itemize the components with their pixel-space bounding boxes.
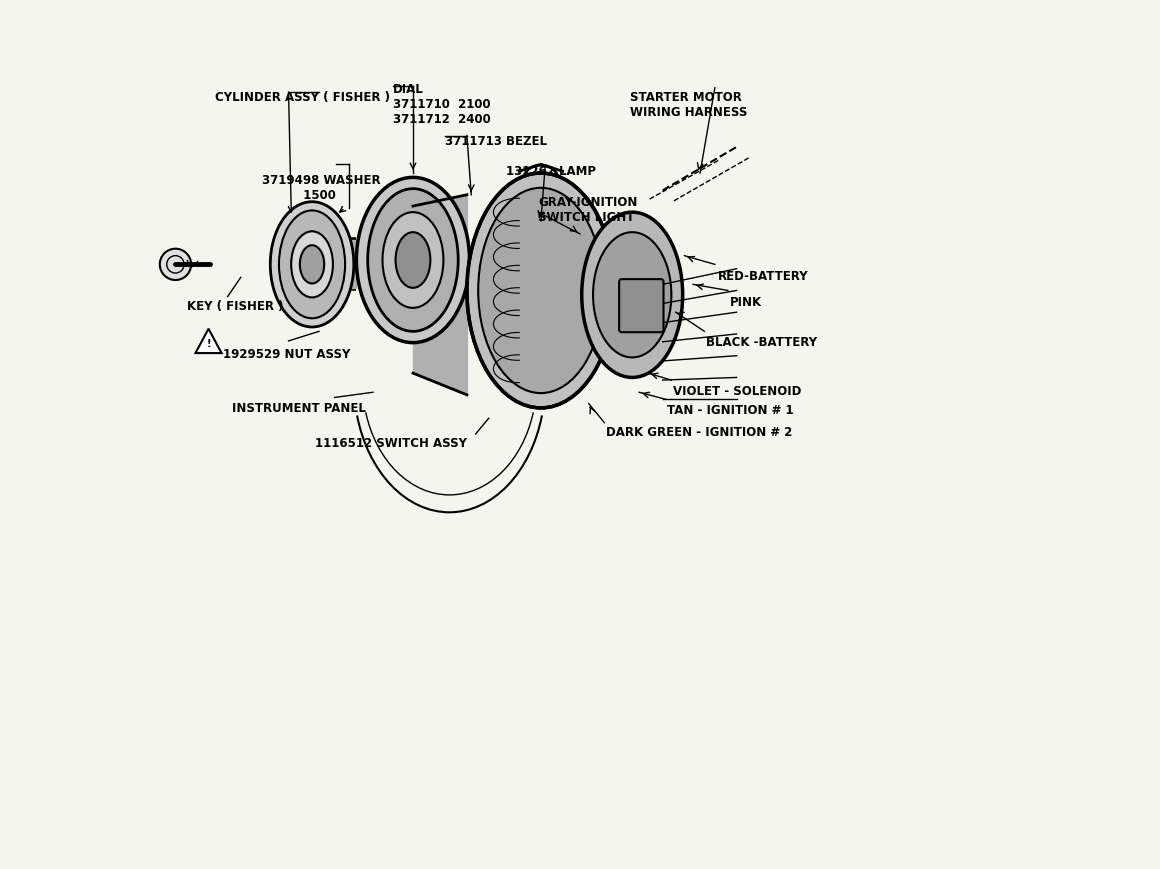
Ellipse shape — [593, 233, 672, 358]
Text: !: ! — [206, 338, 211, 348]
Ellipse shape — [478, 189, 603, 394]
Text: 131262 LAMP: 131262 LAMP — [506, 165, 596, 178]
Ellipse shape — [467, 174, 615, 408]
Text: 3711713 BEZEL: 3711713 BEZEL — [445, 135, 548, 148]
Ellipse shape — [581, 213, 682, 378]
Text: STARTER MOTOR
WIRING HARNESS: STARTER MOTOR WIRING HARNESS — [631, 91, 748, 119]
Ellipse shape — [291, 232, 333, 298]
Ellipse shape — [383, 213, 443, 308]
Ellipse shape — [280, 211, 346, 319]
Text: VIOLET - SOLENOID: VIOLET - SOLENOID — [673, 384, 802, 397]
Text: 3719498 WASHER
          1500: 3719498 WASHER 1500 — [262, 174, 382, 202]
Text: TAN - IGNITION # 1: TAN - IGNITION # 1 — [667, 403, 793, 416]
Ellipse shape — [300, 246, 325, 284]
Text: DIAL
3711710  2100
3711712  2400: DIAL 3711710 2100 3711712 2400 — [393, 83, 491, 125]
Ellipse shape — [270, 202, 354, 328]
FancyBboxPatch shape — [619, 280, 664, 333]
Ellipse shape — [368, 189, 458, 332]
Ellipse shape — [396, 233, 430, 289]
Text: 1116512 SWITCH ASSY: 1116512 SWITCH ASSY — [314, 436, 466, 449]
Text: RED-BATTERY: RED-BATTERY — [717, 269, 809, 282]
Text: DARK GREEN - IGNITION # 2: DARK GREEN - IGNITION # 2 — [607, 426, 792, 439]
Circle shape — [160, 249, 191, 281]
Text: 1929529 NUT ASSY: 1929529 NUT ASSY — [224, 348, 350, 361]
Text: KEY ( FISHER ): KEY ( FISHER ) — [187, 300, 283, 313]
Polygon shape — [196, 329, 222, 354]
Text: INSTRUMENT PANEL: INSTRUMENT PANEL — [232, 401, 365, 415]
Text: PINK: PINK — [730, 295, 762, 308]
Text: BLACK -BATTERY: BLACK -BATTERY — [706, 335, 818, 348]
Text: CYLINDER ASSY ( FISHER ): CYLINDER ASSY ( FISHER ) — [215, 91, 390, 104]
Text: GRAY-IGNITION
SWITCH LIGHT: GRAY-IGNITION SWITCH LIGHT — [538, 196, 638, 223]
Ellipse shape — [356, 178, 470, 343]
